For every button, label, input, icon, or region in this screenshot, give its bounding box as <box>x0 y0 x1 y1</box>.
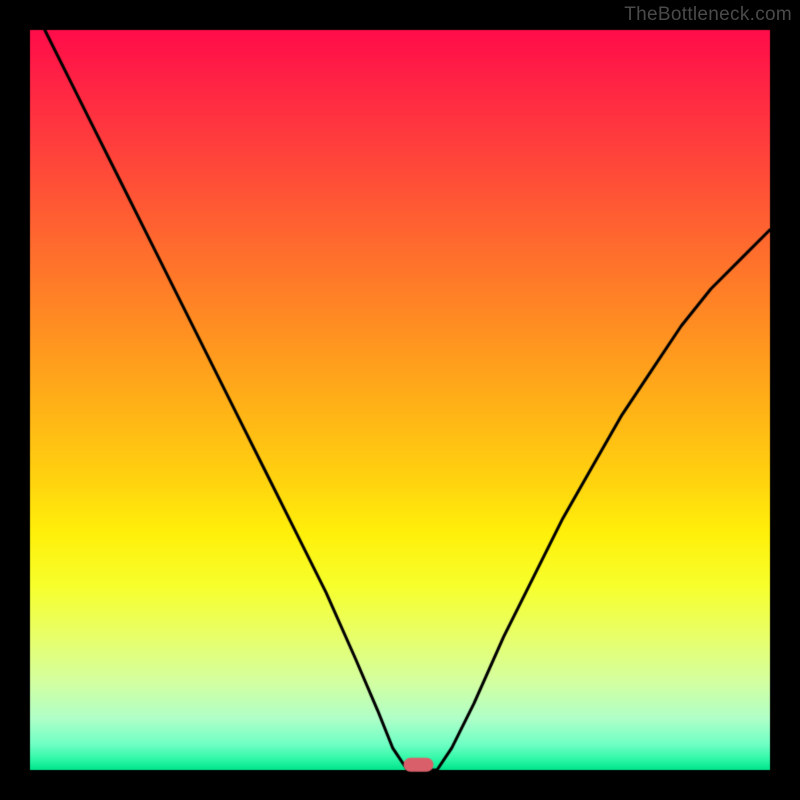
bottleneck-curve-chart <box>0 0 800 800</box>
chart-container: TheBottleneck.com <box>0 0 800 800</box>
watermark-text: TheBottleneck.com <box>624 4 792 26</box>
